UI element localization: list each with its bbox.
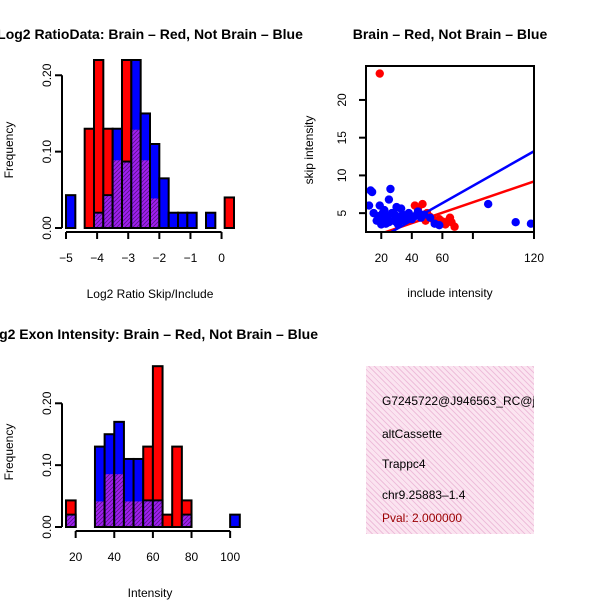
scatter-point-not-brain: [367, 187, 377, 197]
scatter-frame: [365, 65, 535, 233]
ratio-bar-brain: [223, 196, 236, 229]
intensity-y-tick-label: 0.10: [40, 453, 54, 477]
ratio-y-tick-label: 0.10: [40, 140, 54, 164]
intensity-y-tick-label: 0.20: [40, 391, 54, 415]
ratio-x-tick-label: −3: [121, 251, 135, 265]
ratio-bar-overlap: [104, 196, 112, 227]
intensity-x-tick-label: 40: [108, 550, 122, 564]
scatter-point-not-brain: [425, 213, 435, 222]
scatter-x-tick-label: 60: [436, 251, 450, 265]
scatter-x-tick-label: 40: [405, 251, 419, 265]
p-value: Pval: 2.000000: [382, 511, 463, 525]
scatter-point-not-brain: [511, 217, 520, 227]
scatter-y-tick-label: 15: [335, 131, 349, 145]
intensity-histogram-ylabel: Frequency: [2, 424, 16, 481]
ratio-bar-not-brain: [167, 211, 180, 230]
event-id: G7245722@J946563_RC@j946564_RC: [382, 394, 534, 408]
scatter-point-brain: [375, 69, 384, 78]
scatter-point-not-brain: [384, 195, 394, 204]
event-info-box: G7245722@J946563_RC@j946564_RC altCasset…: [366, 366, 534, 534]
scatter-plot-box: [365, 65, 535, 233]
ratio-x-tick-label: 0: [218, 251, 225, 265]
scatter-y-tick-label: 20: [335, 93, 349, 107]
scatter-ylabel: skip intensity: [302, 116, 316, 185]
intensity-y-tick-label: 0.00: [40, 515, 54, 539]
ratio-bar-overlap: [151, 198, 159, 227]
scatter-points-layer: [366, 69, 534, 232]
genomic-location: chr9.25883–1.4: [382, 488, 466, 502]
intensity-x-tick-label: 60: [146, 550, 160, 564]
intensity-bar-overlap: [105, 474, 114, 526]
intensity-histogram: Log2 Exon Intensity: Brain – Red, Not Br…: [0, 326, 318, 600]
intensity-bar-not-brain: [229, 513, 241, 529]
ratio-x-tick-label: −4: [90, 251, 104, 265]
ratio-y-tick-label: 0.20: [40, 63, 54, 87]
ratio-bar-not-brain: [205, 211, 217, 230]
scatter-point-not-brain: [366, 201, 374, 210]
intensity-bar-overlap: [134, 501, 143, 526]
ratio-bar-overlap: [132, 129, 140, 227]
scatter-point-not-brain: [526, 219, 534, 228]
scatter-point-not-brain: [386, 184, 395, 194]
scatter-point-not-brain: [483, 199, 493, 209]
ratio-bar-not-brain: [158, 177, 170, 229]
ratio-bar-overlap: [123, 162, 131, 227]
intensity-bar-overlap: [67, 515, 75, 526]
intensity-bar-overlap: [95, 501, 104, 526]
scatter-x-tick-label: 120: [524, 251, 544, 265]
intensity-scatter: Brain – Red, Not Brain – Blue include in…: [302, 26, 547, 300]
scatter-point-not-brain: [380, 205, 389, 215]
fit-line-not-brain: [388, 150, 534, 232]
intensity-bar-overlap: [182, 515, 191, 526]
scatter-y-tick-label: 10: [335, 168, 349, 182]
scatter-point-not-brain: [435, 221, 444, 230]
event-type: altCassette: [382, 427, 443, 441]
scatter-title: Brain – Red, Not Brain – Blue: [353, 26, 548, 42]
ratio-x-tick-label: −1: [184, 251, 198, 265]
intensity-bar-overlap: [144, 501, 152, 526]
scatter-point-brain: [450, 222, 459, 231]
intensity-bar-overlap: [153, 501, 162, 526]
ratio-histogram-title: Log2 RatioData: Brain – Red, Not Brain –…: [0, 26, 303, 42]
intensity-bar-brain: [171, 445, 183, 528]
intensity-histogram-xlabel: Intensity: [128, 586, 173, 600]
intensity-x-tick-label: 80: [185, 550, 199, 564]
intensity-x-tick-label: 20: [69, 550, 83, 564]
ratio-bar-not-brain: [65, 194, 77, 229]
scatter-xlabel: include intensity: [407, 286, 492, 300]
ratio-bar-brain: [93, 59, 105, 229]
ratio-bar-brain: [83, 127, 95, 230]
ratio-histogram: Log2 RatioData: Brain – Red, Not Brain –…: [0, 26, 303, 301]
ratio-bar-overlap: [95, 213, 103, 227]
intensity-histogram-title: Log2 Exon Intensity: Brain – Red, Not Br…: [0, 326, 318, 342]
ratio-bar-not-brain: [177, 211, 189, 230]
scatter-point-brain: [418, 199, 427, 209]
ratio-x-tick-label: −2: [152, 251, 166, 265]
scatter-x-tick-label: 20: [375, 251, 389, 265]
ratio-y-tick-label: 0.00: [40, 216, 54, 240]
ratio-histogram-ylabel: Frequency: [2, 122, 16, 179]
scatter-point-not-brain: [392, 217, 401, 227]
intensity-bar-brain: [161, 513, 174, 529]
ratio-bar-overlap: [141, 160, 149, 227]
ratio-bar-overlap: [113, 160, 121, 227]
ratio-histogram-xlabel: Log2 Ratio Skip/Include: [87, 287, 214, 301]
intensity-x-tick-label: 100: [220, 550, 240, 564]
intensity-bar-overlap: [124, 501, 133, 526]
gene-name: Trappc4: [382, 457, 426, 471]
ratio-x-tick-label: −5: [59, 251, 73, 265]
intensity-bar-overlap: [115, 474, 123, 526]
scatter-y-tick-label: 5: [335, 209, 349, 216]
ratio-bar-not-brain: [186, 211, 198, 230]
